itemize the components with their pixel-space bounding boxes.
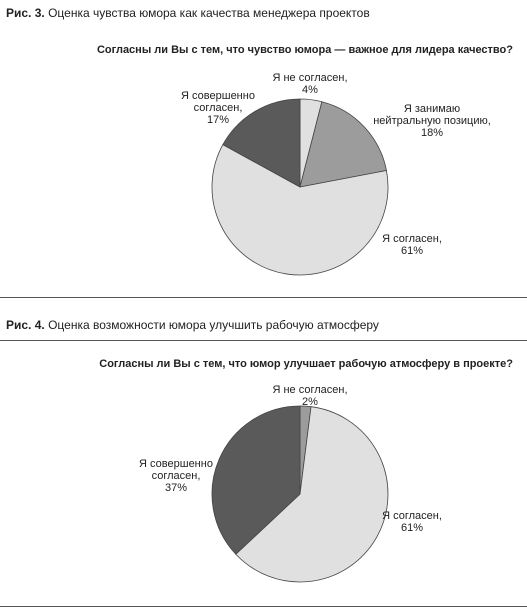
figure-caption: Рис. 4. Оценка возможности юмора улучшит…	[6, 318, 379, 332]
label-text: Я не согласен,	[272, 72, 348, 84]
divider	[0, 606, 527, 607]
pie-slice	[235, 406, 389, 583]
chart-question: Согласны ли Вы с тем, что юмор улучшает …	[99, 358, 513, 370]
label-text-2: согласен,	[193, 102, 243, 114]
figure-3: Рис. 3. Оценка чувства юмора как качеств…	[0, 0, 527, 300]
caption-text: Оценка возможности юмора улучшить рабочу…	[48, 318, 379, 332]
label-strongly-agree: Я совершенно согласен, 17%	[181, 90, 255, 126]
label-text-2: согласен,	[151, 470, 201, 482]
pie-slice	[211, 405, 301, 555]
label-disagree: Я не согласен, 2%	[272, 384, 347, 408]
pie-chart	[211, 405, 389, 583]
label-text: Я согласен,	[382, 233, 442, 245]
label-pct: 61%	[400, 522, 424, 534]
label-agree: Я согласен, 61%	[382, 510, 442, 534]
label-text: Я не согласен,	[272, 384, 348, 396]
pie-slice	[211, 144, 389, 276]
label-text: Я совершенно	[139, 458, 213, 470]
label-pct: 17%	[206, 114, 230, 126]
label-text: Я занимаю	[403, 103, 461, 115]
figure-caption: Рис. 3. Оценка чувства юмора как качеств…	[6, 6, 370, 20]
label-pct: 61%	[400, 245, 424, 257]
chart-question: Согласны ли Вы с тем, что чувство юмора …	[96, 44, 513, 56]
caption-prefix: Рис. 3.	[6, 6, 45, 20]
figure-4: Рис. 4. Оценка возможности юмора улучшит…	[0, 316, 527, 610]
label-pct: 2%	[302, 396, 318, 408]
pie-slice	[299, 101, 387, 188]
pie-slice	[222, 98, 301, 188]
divider	[0, 340, 527, 341]
label-text-2: нейтральную позицию,	[373, 115, 491, 127]
label-pct: 18%	[420, 127, 444, 139]
pie-chart	[211, 98, 389, 276]
label-pct: 4%	[302, 84, 318, 96]
divider	[0, 297, 527, 298]
label-text: Я совершенно	[181, 90, 255, 102]
label-agree: Я согласен, 61%	[382, 233, 442, 257]
caption-text: Оценка чувства юмора как качества менедж…	[48, 6, 370, 20]
label-pct: 37%	[164, 482, 188, 494]
label-strongly-agree: Я совершенно согласен, 37%	[139, 458, 213, 494]
label-text: Я согласен,	[382, 510, 442, 522]
label-disagree: Я не согласен, 4%	[272, 72, 347, 96]
caption-prefix: Рис. 4.	[6, 318, 45, 332]
label-neutral: Я занимаю нейтральную позицию, 18%	[373, 103, 491, 139]
